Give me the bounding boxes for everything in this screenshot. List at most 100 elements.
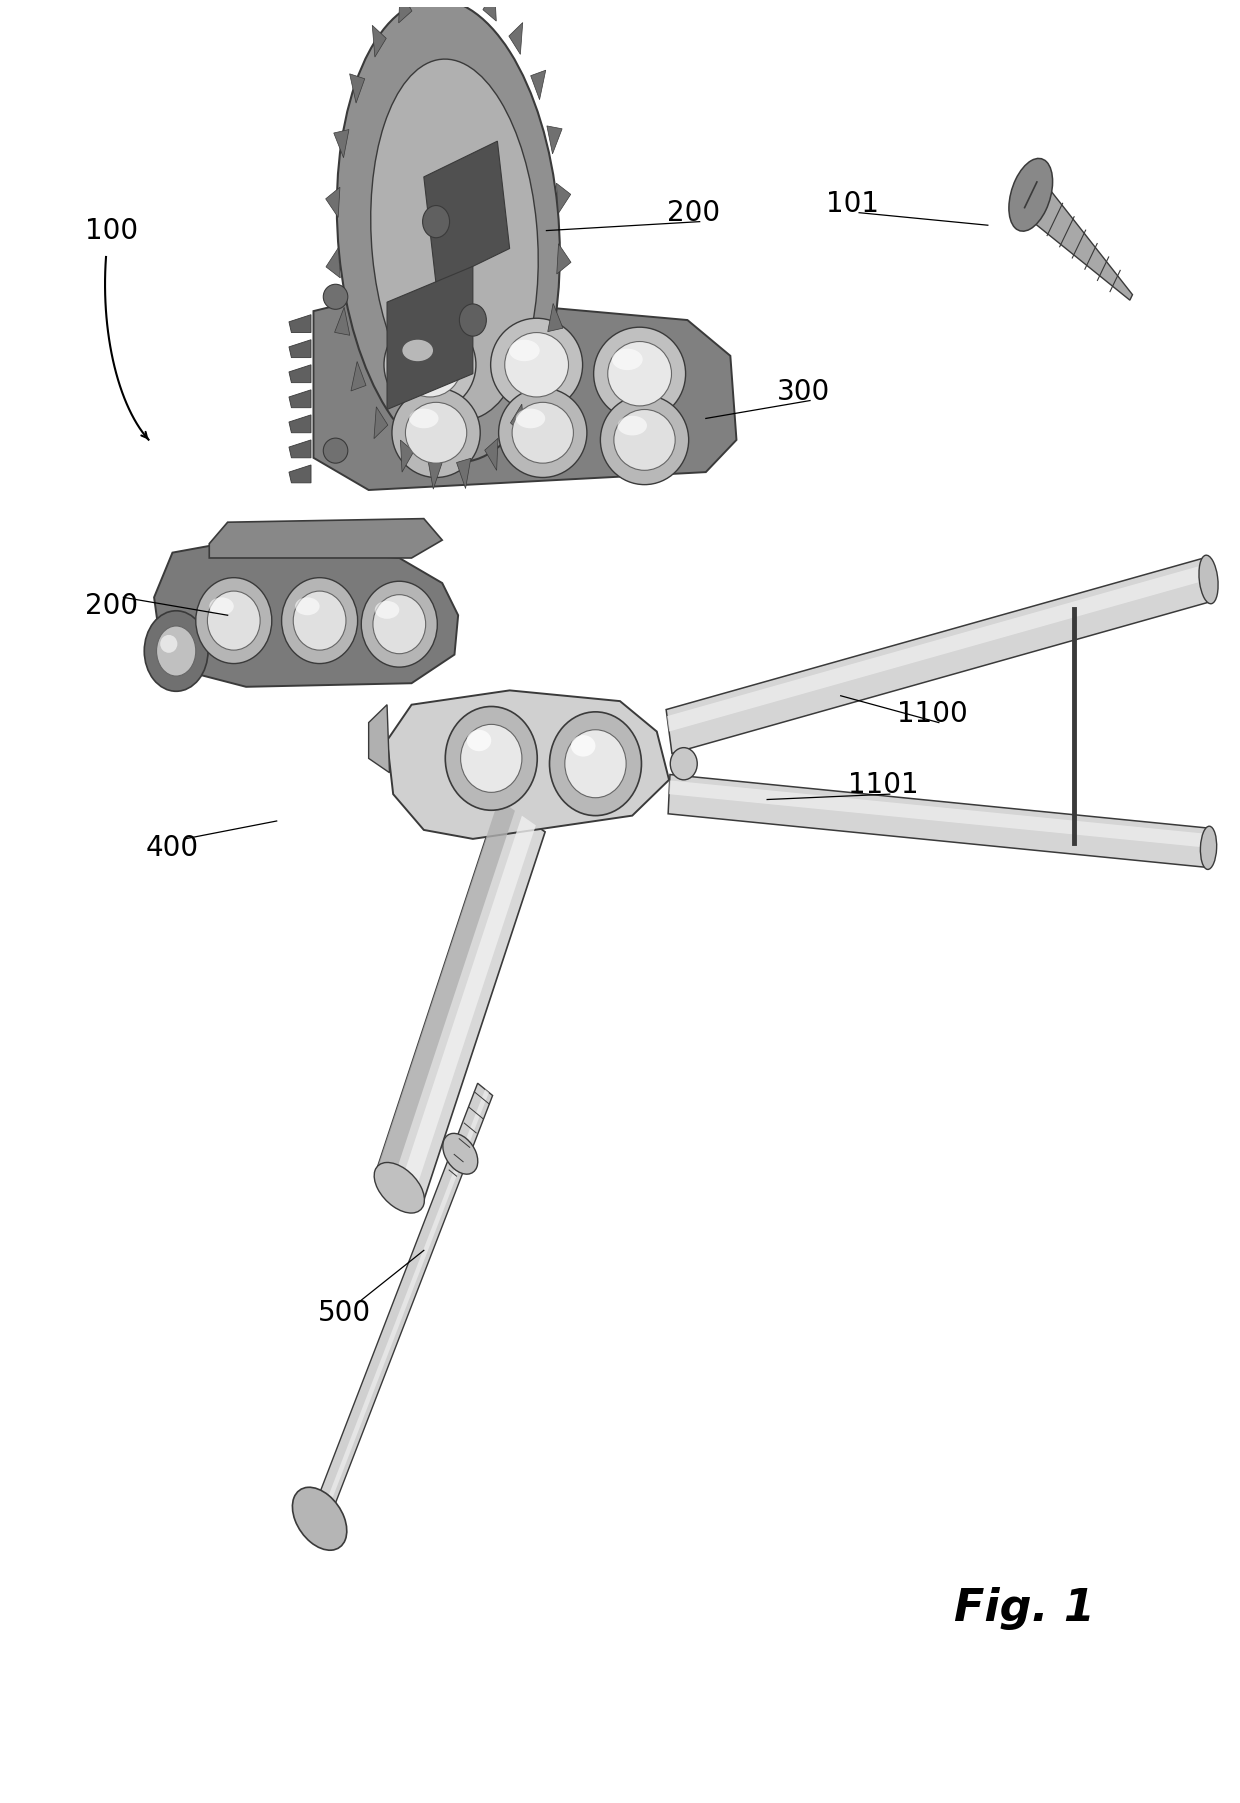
Polygon shape	[334, 130, 348, 157]
Text: 101: 101	[827, 189, 879, 218]
Polygon shape	[320, 1089, 489, 1522]
Polygon shape	[289, 465, 311, 483]
Polygon shape	[368, 705, 389, 773]
Polygon shape	[399, 815, 536, 1197]
Polygon shape	[511, 404, 525, 436]
Ellipse shape	[324, 438, 347, 463]
Ellipse shape	[608, 341, 672, 406]
Text: 100: 100	[84, 216, 138, 245]
Ellipse shape	[160, 635, 177, 653]
Polygon shape	[289, 316, 311, 332]
Polygon shape	[326, 247, 340, 278]
Polygon shape	[289, 440, 311, 458]
Ellipse shape	[671, 748, 697, 781]
Ellipse shape	[210, 597, 234, 615]
Ellipse shape	[613, 348, 642, 370]
Ellipse shape	[505, 332, 568, 397]
Polygon shape	[312, 1084, 492, 1525]
Ellipse shape	[337, 0, 559, 462]
Polygon shape	[508, 23, 523, 54]
Ellipse shape	[392, 388, 480, 478]
Ellipse shape	[373, 595, 425, 654]
Ellipse shape	[445, 707, 537, 810]
Ellipse shape	[600, 395, 688, 485]
Polygon shape	[289, 364, 311, 382]
Ellipse shape	[196, 577, 272, 664]
Ellipse shape	[565, 730, 626, 797]
Ellipse shape	[614, 409, 675, 471]
Polygon shape	[374, 407, 388, 438]
Polygon shape	[289, 339, 311, 357]
Polygon shape	[482, 0, 496, 22]
Polygon shape	[376, 799, 515, 1183]
Polygon shape	[387, 267, 472, 409]
Polygon shape	[350, 74, 365, 103]
Ellipse shape	[459, 305, 486, 335]
Ellipse shape	[570, 736, 595, 757]
Ellipse shape	[281, 577, 357, 664]
Ellipse shape	[371, 59, 538, 420]
Polygon shape	[670, 781, 1209, 847]
Ellipse shape	[402, 339, 433, 361]
Polygon shape	[424, 141, 510, 285]
Ellipse shape	[1200, 826, 1216, 869]
Ellipse shape	[361, 581, 438, 667]
Polygon shape	[335, 307, 350, 335]
Text: 400: 400	[146, 833, 200, 862]
Text: 200: 200	[84, 593, 138, 620]
Polygon shape	[531, 70, 546, 99]
Polygon shape	[372, 25, 386, 58]
Polygon shape	[289, 389, 311, 407]
Ellipse shape	[460, 725, 522, 792]
Ellipse shape	[498, 388, 587, 478]
Polygon shape	[289, 415, 311, 433]
Polygon shape	[557, 184, 570, 213]
Polygon shape	[532, 359, 547, 388]
Polygon shape	[1022, 177, 1132, 299]
Polygon shape	[154, 545, 458, 687]
Polygon shape	[210, 519, 443, 557]
Text: 200: 200	[667, 198, 720, 227]
Polygon shape	[399, 0, 412, 23]
Polygon shape	[455, 0, 469, 2]
Ellipse shape	[398, 332, 461, 397]
Ellipse shape	[295, 597, 320, 615]
Polygon shape	[314, 294, 737, 490]
Polygon shape	[485, 438, 498, 471]
Ellipse shape	[293, 591, 346, 651]
Ellipse shape	[156, 626, 196, 676]
Ellipse shape	[409, 409, 439, 429]
Text: 300: 300	[777, 377, 831, 406]
Ellipse shape	[374, 1163, 424, 1213]
Text: 1100: 1100	[898, 700, 968, 728]
Ellipse shape	[384, 319, 476, 411]
Text: 500: 500	[317, 1298, 371, 1327]
Ellipse shape	[293, 1487, 347, 1551]
Ellipse shape	[324, 285, 347, 310]
Ellipse shape	[374, 600, 399, 618]
Text: 1101: 1101	[848, 772, 919, 799]
Polygon shape	[557, 243, 570, 274]
Polygon shape	[428, 460, 443, 489]
Polygon shape	[425, 0, 440, 4]
Ellipse shape	[1199, 555, 1218, 604]
Ellipse shape	[423, 206, 450, 238]
Ellipse shape	[491, 319, 583, 411]
Ellipse shape	[144, 611, 208, 691]
Ellipse shape	[207, 591, 260, 651]
Ellipse shape	[549, 712, 641, 815]
Ellipse shape	[405, 402, 466, 463]
Ellipse shape	[594, 326, 686, 420]
Ellipse shape	[516, 409, 546, 429]
Polygon shape	[668, 775, 1209, 867]
Ellipse shape	[443, 1134, 477, 1174]
Ellipse shape	[618, 416, 647, 436]
Ellipse shape	[512, 402, 573, 463]
Polygon shape	[326, 188, 340, 218]
Polygon shape	[456, 458, 471, 489]
Polygon shape	[351, 361, 366, 391]
Polygon shape	[376, 799, 546, 1204]
Polygon shape	[401, 440, 414, 472]
Polygon shape	[387, 691, 670, 838]
Ellipse shape	[510, 339, 539, 361]
